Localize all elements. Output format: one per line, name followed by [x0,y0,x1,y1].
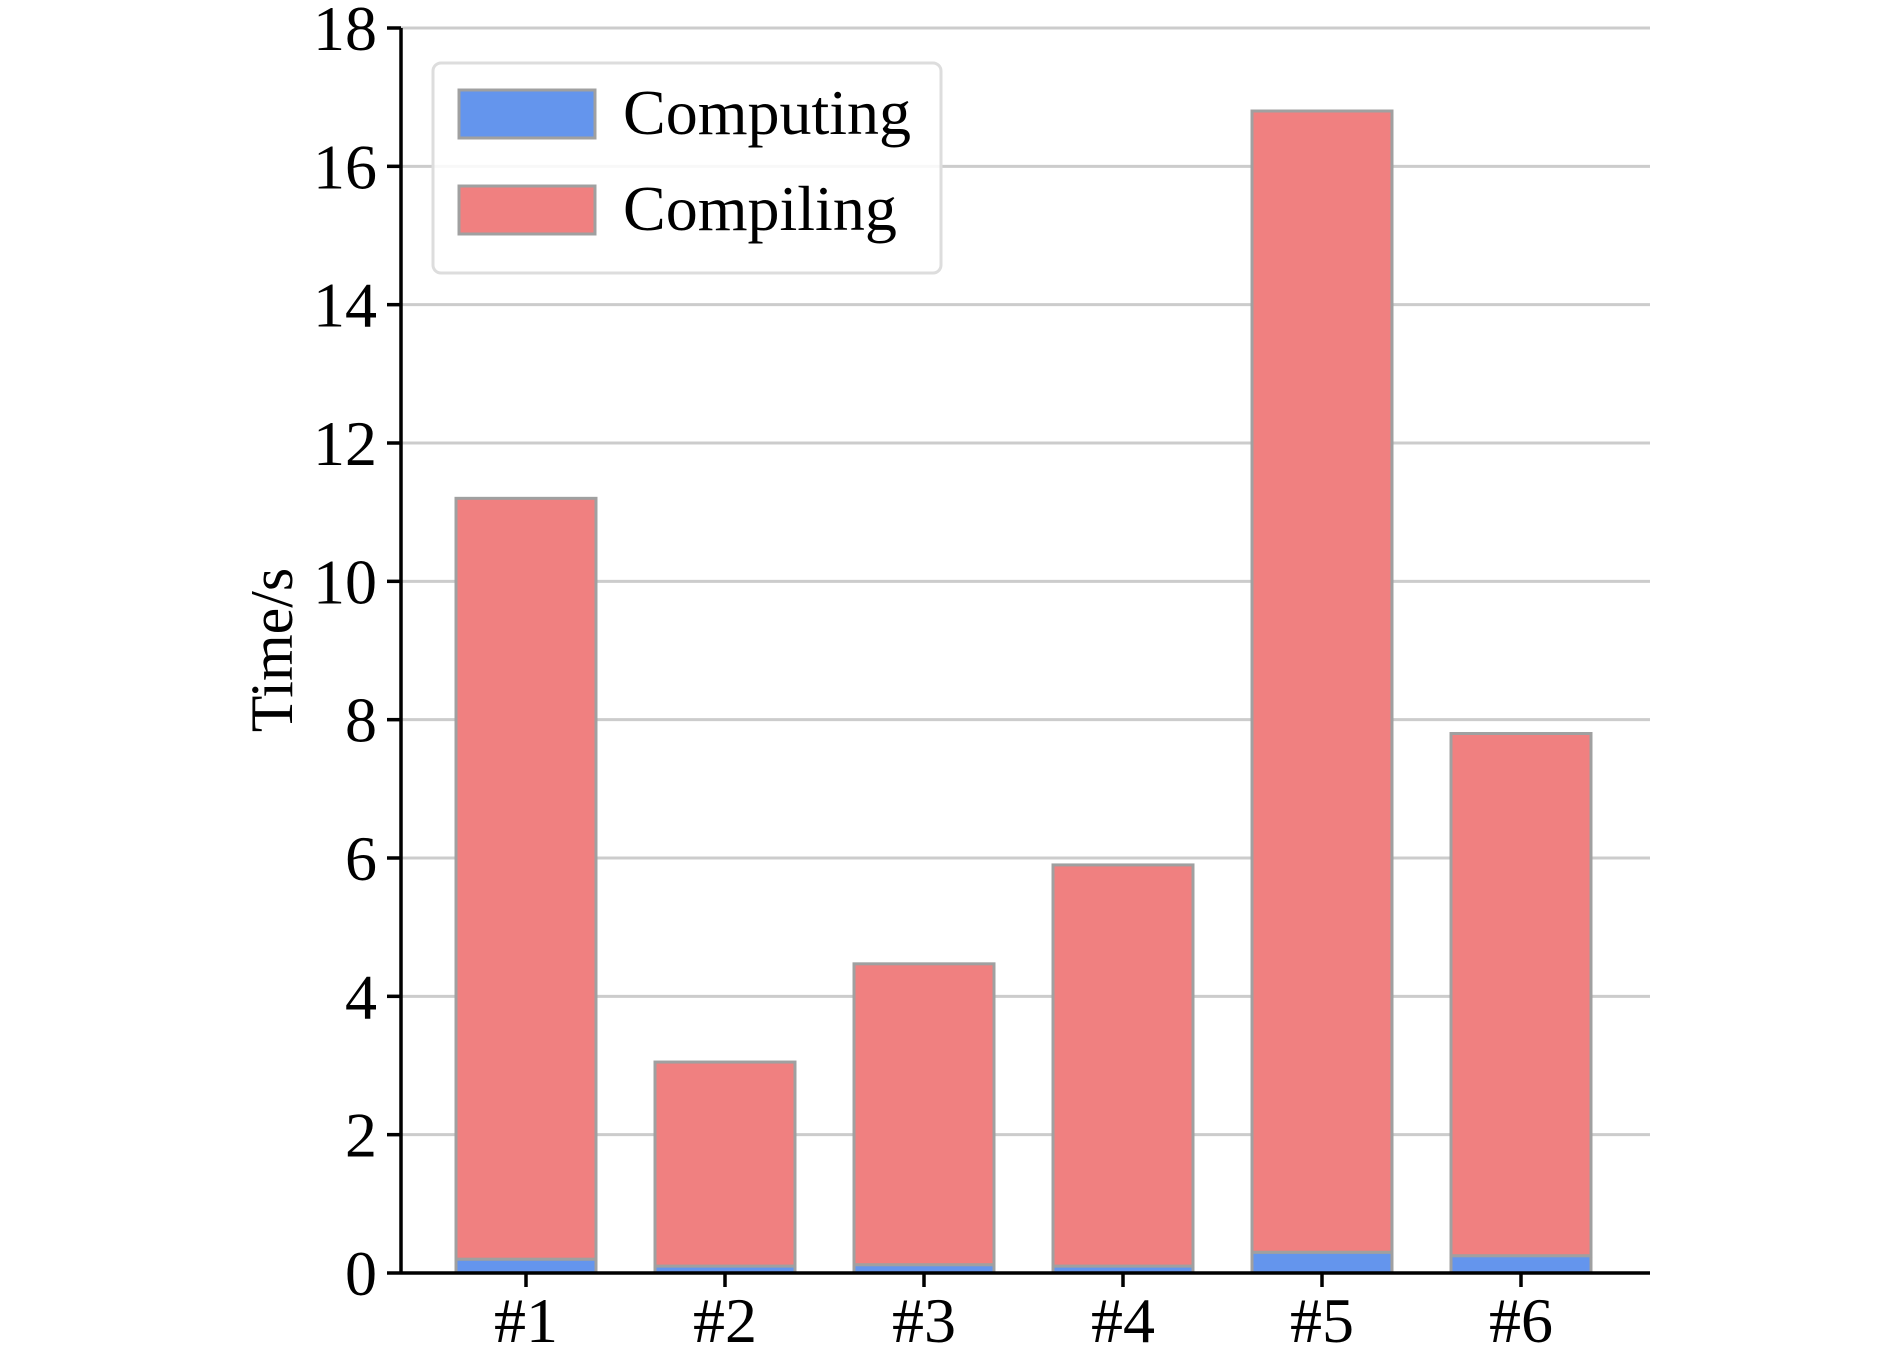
bar-computing-1 [454,1257,598,1275]
legend-swatch-computing [457,88,597,140]
bar-computing-6 [1449,1254,1593,1275]
gridlines [401,26,1650,1137]
y-tick-label-14: 14 [313,270,377,341]
y-tick-label-6: 6 [345,823,377,894]
legend-label-computing: Computing [623,77,911,148]
legend: Computing Compiling [431,61,943,275]
y-tick-label-8: 8 [345,685,377,756]
y-tick-label-18: 18 [313,0,377,64]
bar-compiling-5 [1250,109,1394,1254]
y-tick-label-2: 2 [345,1100,377,1171]
y-tick-label-16: 16 [313,131,377,202]
y-tick-label-10: 10 [313,546,377,617]
x-tick-label-5: #5 [1290,1285,1354,1351]
x-tick-label-4: #4 [1091,1285,1155,1351]
ticks: 0 2 4 6 8 10 12 14 16 18 #1 #2 #3 #4 #5 #6 [313,0,1553,1351]
x-tick-label-2: #2 [693,1285,757,1351]
bar-compiling-3 [852,962,996,1267]
y-tick-label-0: 0 [345,1238,377,1309]
bar-computing-5 [1250,1250,1394,1275]
axes [399,28,1650,1275]
legend-label-compiling: Compiling [623,173,897,244]
x-tick-label-1: #1 [494,1285,558,1351]
bar-compiling-6 [1449,732,1593,1258]
y-axis-title: Time/s [239,568,305,733]
x-tick-label-3: #3 [892,1285,956,1351]
y-tick-label-4: 4 [345,961,377,1032]
bar-compiling-4 [1051,863,1195,1268]
x-tick-label-6: #6 [1489,1285,1553,1351]
y-tick-label-12: 12 [313,408,377,479]
bars [454,109,1593,1275]
legend-swatch-compiling [457,184,597,236]
bar-compiling-2 [653,1060,797,1268]
bar-compiling-1 [454,496,598,1261]
